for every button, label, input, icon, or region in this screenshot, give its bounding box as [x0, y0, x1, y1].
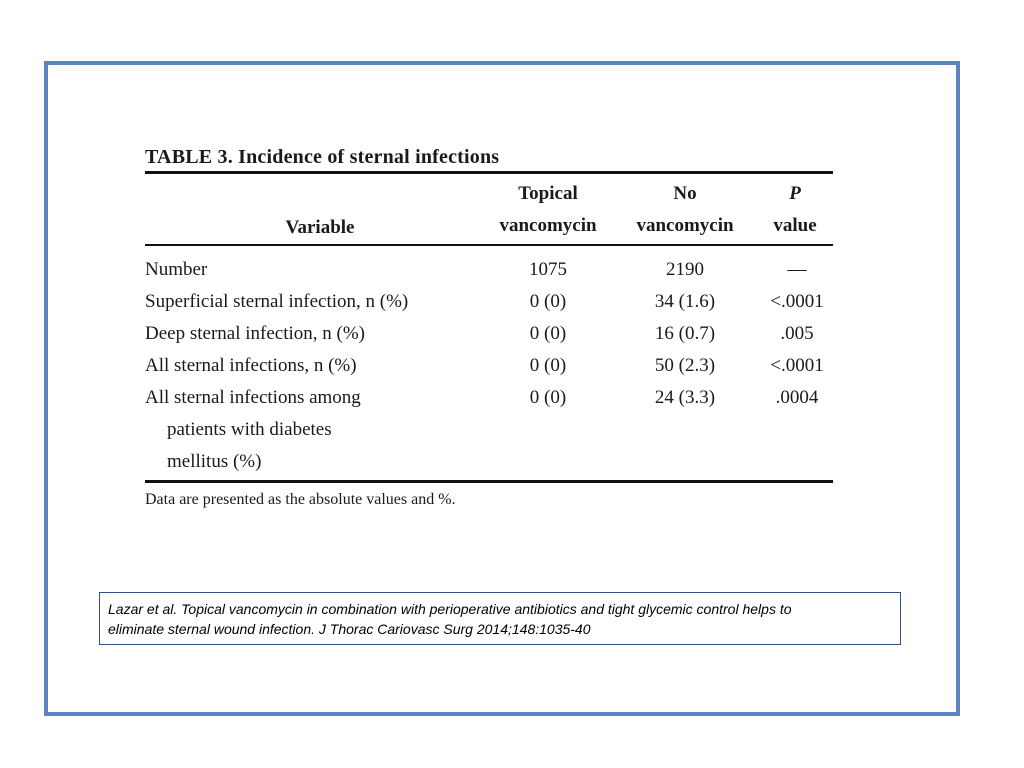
cell-variable: All sternal infections, n (%): [145, 354, 357, 376]
header-no-vancomycin: No vancomycin: [625, 178, 745, 242]
table-footnote: Data are presented as the absolute value…: [145, 490, 456, 508]
cell-topical: 1075: [529, 258, 567, 280]
table-body: Number 1075 2190 — Superficial sternal i…: [145, 246, 833, 480]
citation-line2: eliminate sternal wound infection. J Tho…: [108, 621, 591, 637]
header-novanc-line1: No: [673, 183, 697, 204]
table-row: Number 1075 2190 —: [145, 254, 833, 286]
citation-line1: Lazar et al. Topical vancomycin in combi…: [108, 601, 792, 617]
bottom-rule: [145, 479, 833, 483]
cell-no-vancomycin: 16 (0.7): [654, 322, 716, 344]
cell-topical: 0 (0): [529, 386, 567, 408]
header-topical-line2: vancomycin: [499, 215, 597, 236]
citation-box: Lazar et al. Topical vancomycin in combi…: [99, 592, 901, 645]
cell-variable: Deep sternal infection, n (%): [145, 322, 365, 344]
table-row: All sternal infections among patients wi…: [145, 382, 833, 478]
cell-topical: 0 (0): [529, 322, 567, 344]
cell-p-value: .0004: [775, 386, 819, 408]
cell-no-vancomycin: 34 (1.6): [654, 290, 716, 312]
table-row: All sternal infections, n (%) 0 (0) 50 (…: [145, 350, 833, 382]
data-table: TABLE 3. Incidence of sternal infections…: [145, 143, 833, 509]
cell-no-vancomycin: 24 (3.3): [654, 386, 716, 408]
header-novanc-line2: vancomycin: [636, 215, 734, 236]
table-row: Superficial sternal infection, n (%) 0 (…: [145, 286, 833, 318]
table-row: Deep sternal infection, n (%) 0 (0) 16 (…: [145, 318, 833, 350]
cell-no-vancomycin: 50 (2.3): [654, 354, 716, 376]
cell-variable-line1: All sternal infections among: [145, 386, 361, 408]
header-rule: [145, 244, 833, 246]
header-variable: Variable: [285, 217, 355, 238]
header-pval-line2: value: [773, 215, 817, 236]
table-header: Variable Topical vancomycin No vancomyci…: [145, 174, 833, 244]
cell-p-value: —: [787, 258, 807, 280]
header-topical-vancomycin: Topical vancomycin: [488, 178, 608, 242]
cell-variable-line3: mellitus (%): [167, 450, 262, 472]
header-topical-line1: Topical: [518, 183, 578, 204]
top-rule: [145, 171, 833, 174]
cell-topical: 0 (0): [529, 354, 567, 376]
cell-p-value: <.0001: [770, 290, 824, 312]
cell-variable-line2: patients with diabetes: [167, 418, 332, 440]
cell-variable: Number: [145, 258, 208, 280]
cell-p-value: .005: [780, 322, 814, 344]
header-pval-line1: P: [789, 183, 801, 204]
cell-topical: 0 (0): [529, 290, 567, 312]
table-title: TABLE 3. Incidence of sternal infections: [145, 146, 500, 168]
cell-no-vancomycin: 2190: [666, 258, 704, 280]
header-p-value: P value: [765, 178, 825, 242]
cell-variable: Superficial sternal infection, n (%): [145, 290, 409, 312]
slide-frame: [44, 61, 960, 716]
cell-variable: All sternal infections among patients wi…: [145, 382, 361, 478]
cell-p-value: <.0001: [770, 354, 824, 376]
